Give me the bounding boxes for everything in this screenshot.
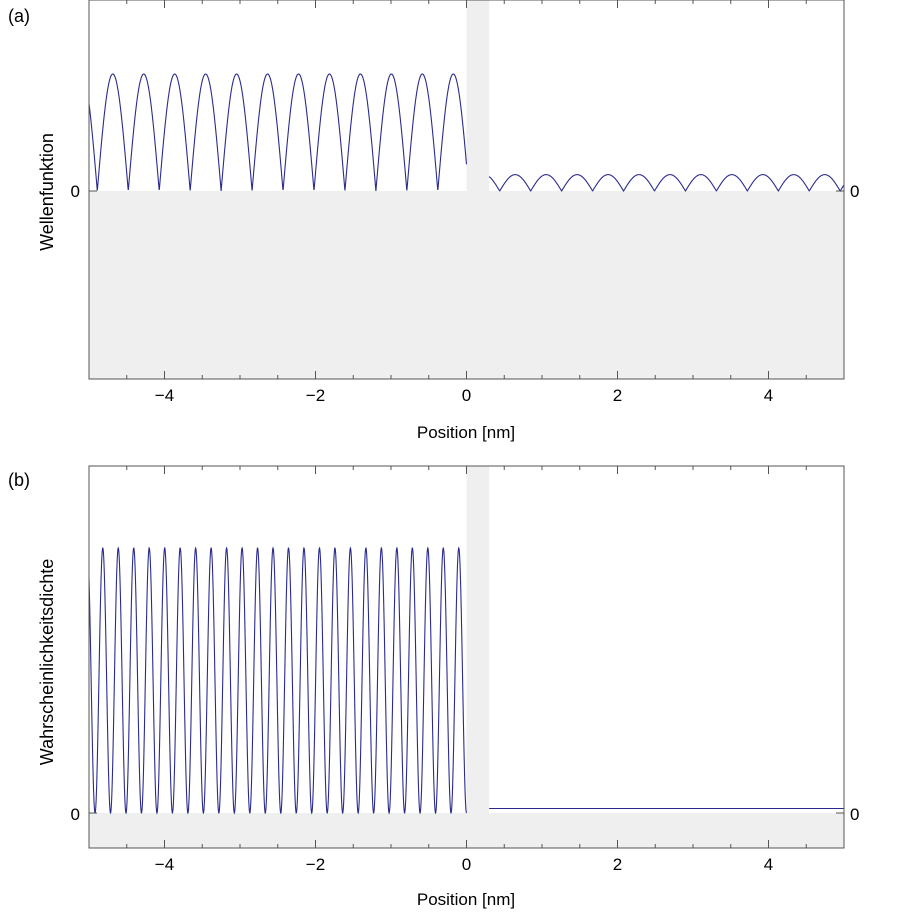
panel-a-ylabel: Wellenfunktion bbox=[37, 133, 57, 251]
x-tick-label: 0 bbox=[462, 386, 471, 405]
panel-a-plot-area bbox=[88, 0, 845, 380]
x-tick-label: −4 bbox=[155, 855, 174, 874]
panel-b-plot-area bbox=[88, 465, 845, 849]
panel-a-ytick-zero-right: 0 bbox=[850, 182, 859, 201]
panel-b-ytick-zero-right: 0 bbox=[850, 805, 859, 824]
x-tick-label: 4 bbox=[764, 855, 773, 874]
panel-b-ylabel: Wahrscheinlichkeitsdichte bbox=[37, 559, 57, 765]
x-tick-label: 4 bbox=[764, 386, 773, 405]
x-tick-label: 2 bbox=[613, 855, 622, 874]
barrier-region bbox=[466, 0, 490, 379]
series-line-segment-1 bbox=[88, 546, 468, 815]
x-tick-label: 2 bbox=[613, 386, 622, 405]
panel-b: (b) Wahrscheinlichkeitsdichte Position [… bbox=[8, 465, 859, 909]
panel-a-ytick-zero-left: 0 bbox=[71, 182, 80, 201]
panel-a-label: (a) bbox=[8, 6, 30, 26]
x-tick-label: −2 bbox=[306, 855, 325, 874]
series-line-segment-2 bbox=[488, 174, 845, 193]
x-tick-label: −2 bbox=[306, 386, 325, 405]
x-tick-label: 0 bbox=[462, 855, 471, 874]
panel-a: (a) Wellenfunktion Position [nm] −4 −2 0 2 4… bbox=[8, 0, 859, 442]
panel-b-ytick-zero-left: 0 bbox=[71, 805, 80, 824]
panel-b-label: (b) bbox=[8, 470, 30, 490]
panel-a-xlabel: Position [nm] bbox=[417, 423, 515, 442]
panel-b-x-ticks: −4 −2 0 2 4 bbox=[88, 466, 845, 874]
barrier-region bbox=[466, 466, 490, 848]
x-tick-label: −4 bbox=[155, 386, 174, 405]
panel-a-x-ticks: −4 −2 0 2 4 bbox=[88, 0, 845, 405]
panel-b-xlabel: Position [nm] bbox=[417, 890, 515, 909]
series-line-segment-1 bbox=[88, 73, 468, 192]
